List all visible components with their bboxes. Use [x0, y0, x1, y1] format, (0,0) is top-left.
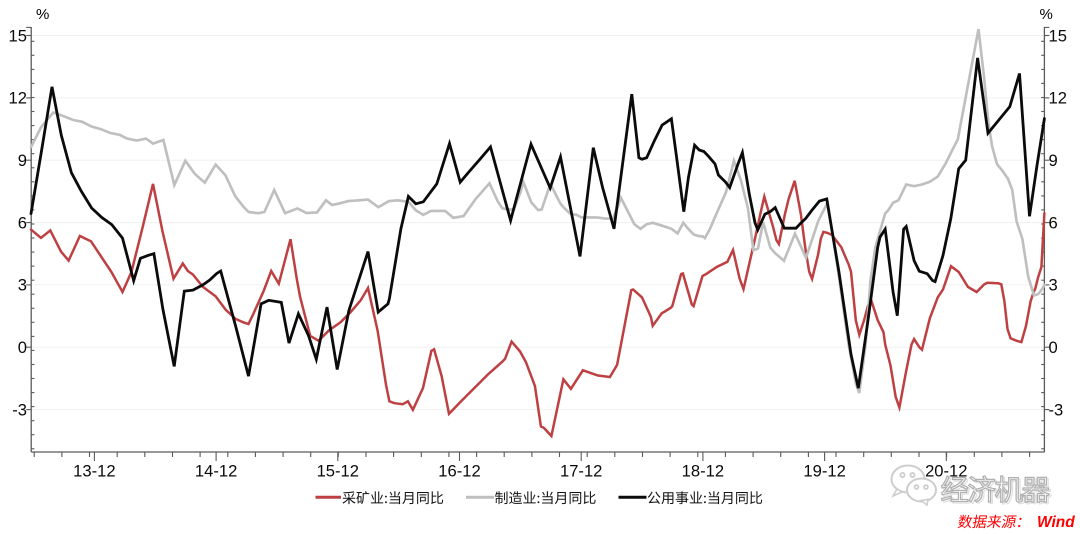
svg-text:Wind: Wind: [1037, 514, 1075, 531]
svg-text:12: 12: [1049, 89, 1067, 108]
svg-text:19-12: 19-12: [803, 462, 845, 481]
svg-text:6: 6: [18, 213, 27, 232]
svg-text:9: 9: [1049, 151, 1058, 170]
svg-text:-3: -3: [1049, 400, 1064, 419]
svg-text:%: %: [36, 6, 49, 23]
svg-text:15: 15: [9, 26, 27, 45]
svg-text:12: 12: [9, 89, 27, 108]
svg-text:17-12: 17-12: [560, 462, 602, 481]
svg-text:3: 3: [1049, 276, 1058, 295]
svg-text:20-12: 20-12: [925, 462, 967, 481]
svg-text:16-12: 16-12: [438, 462, 480, 481]
svg-text:15-12: 15-12: [317, 462, 359, 481]
svg-text:14-12: 14-12: [195, 462, 237, 481]
svg-text:6: 6: [1049, 213, 1058, 232]
svg-text:0: 0: [1049, 338, 1058, 357]
svg-text:%: %: [1040, 6, 1053, 23]
svg-text:-3: -3: [12, 400, 27, 419]
svg-text:0: 0: [18, 338, 27, 357]
svg-text:13-12: 13-12: [73, 462, 115, 481]
svg-text:18-12: 18-12: [682, 462, 724, 481]
svg-text:9: 9: [18, 151, 27, 170]
svg-text:15: 15: [1049, 26, 1067, 45]
svg-text:3: 3: [18, 276, 27, 295]
